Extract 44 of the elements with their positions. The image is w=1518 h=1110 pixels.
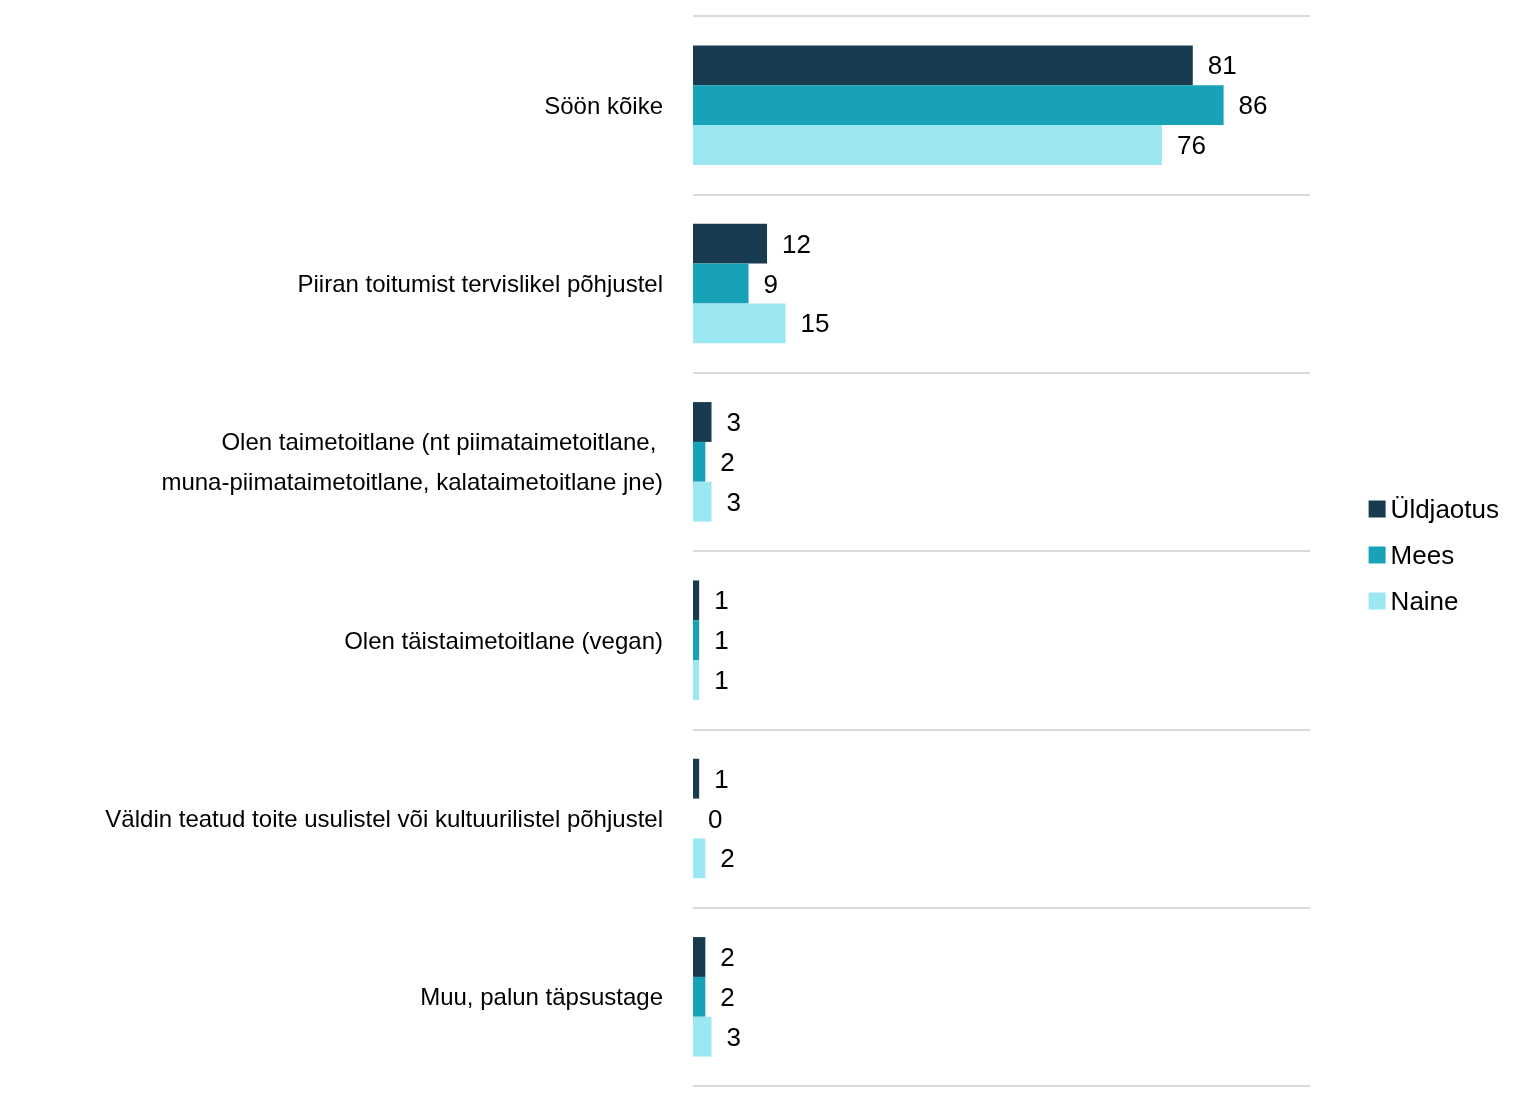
- bar: [693, 441, 706, 482]
- data-label: 0: [708, 803, 723, 834]
- bar: [693, 758, 700, 799]
- data-label: 2: [720, 981, 735, 1012]
- y-tick-label: Olen täistaimetoitlane (vegan): [344, 626, 663, 654]
- data-label: 2: [720, 446, 735, 477]
- bar: [693, 620, 700, 661]
- bar: [693, 303, 786, 344]
- bar: [693, 660, 700, 700]
- y-tick-label: Muu, palun täpsustage: [420, 983, 663, 1011]
- bar: [693, 481, 712, 522]
- y-tick-label: Väldin teatud toite usulistel või kultuurilistel põhjustel: [105, 805, 663, 832]
- bar: [693, 263, 749, 304]
- data-label: 1: [714, 664, 729, 695]
- data-label: 86: [1238, 90, 1268, 121]
- data-label: 1: [714, 625, 729, 656]
- data-label: 81: [1207, 50, 1237, 81]
- data-label: 3: [726, 1021, 741, 1052]
- bar: [693, 1016, 712, 1057]
- data-label: 76: [1176, 129, 1206, 160]
- data-label: 3: [726, 407, 741, 438]
- data-label: 1: [714, 585, 729, 616]
- bar: [693, 223, 768, 264]
- bar: [693, 976, 706, 1017]
- bar: [693, 45, 1193, 86]
- bar: [693, 125, 1162, 165]
- legend-label: Üldjaotus: [1390, 494, 1500, 524]
- data-label: 15: [800, 308, 830, 339]
- bar: [693, 937, 706, 977]
- data-label: 12: [782, 228, 811, 259]
- data-label: 9: [763, 268, 778, 299]
- legend-label: Naine: [1390, 586, 1459, 616]
- data-label: 1: [714, 763, 729, 794]
- y-tick-label: Piiran toitumist tervislikel põhjustel: [297, 270, 663, 297]
- y-tick-label: Söön kõike: [544, 91, 663, 119]
- data-label: 2: [720, 942, 735, 973]
- bar: [693, 580, 700, 621]
- y-tick-label: Olen taimetoitlane (nt piimataimetoitlane, muna-piimataimetoitlane, kalataimetoitlane jne): [161, 428, 663, 496]
- data-label: 2: [720, 843, 735, 874]
- data-label: 3: [726, 486, 741, 517]
- bar: [693, 402, 712, 442]
- legend-label: Mees: [1390, 540, 1455, 570]
- bar: [693, 838, 706, 879]
- bar: [693, 85, 1224, 126]
